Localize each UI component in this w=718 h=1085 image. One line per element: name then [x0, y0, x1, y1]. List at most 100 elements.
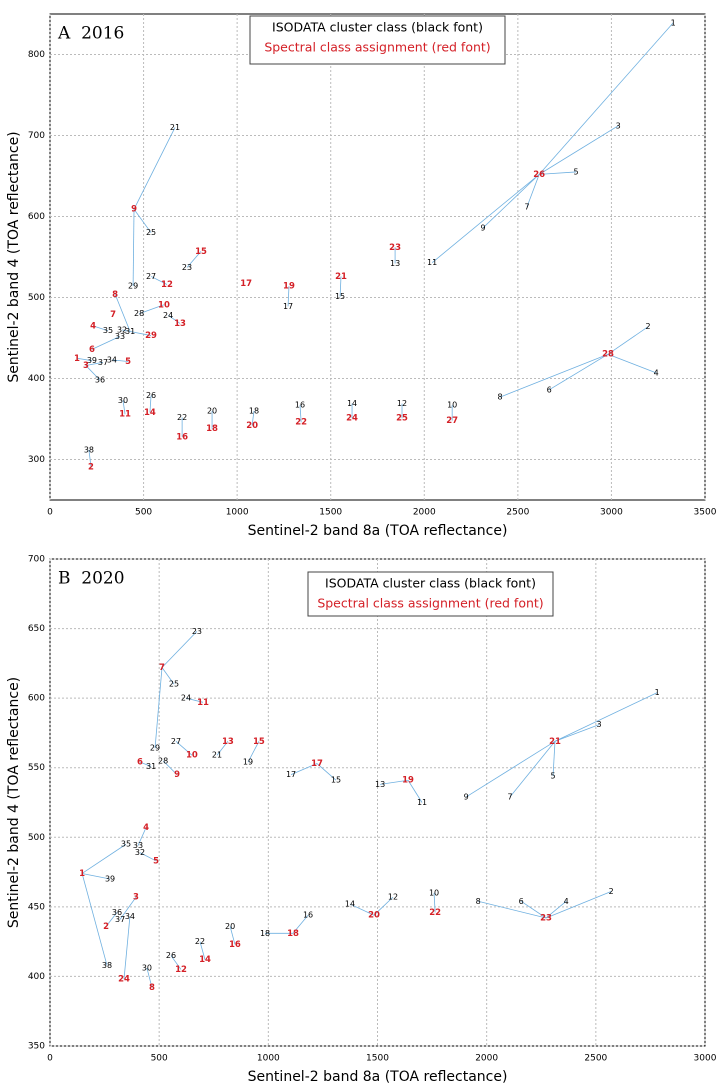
assignment-line [247, 741, 260, 763]
plot-area [49, 13, 706, 501]
x-tick-label: 500 [151, 1054, 168, 1064]
assignment-line [545, 891, 612, 919]
point-label: 10 [447, 401, 457, 410]
point-label: 28 [134, 309, 144, 318]
assignment-line [119, 896, 137, 920]
point-label: 14 [347, 399, 357, 408]
point-label: 1 [74, 354, 80, 364]
point-label: 8 [498, 393, 503, 402]
point-label: 16 [303, 911, 313, 920]
assignment-line [380, 779, 409, 785]
point-label: 16 [176, 432, 188, 442]
point-label: 25 [169, 680, 179, 689]
point-label: 18 [260, 929, 270, 938]
point-label: 39 [87, 356, 97, 365]
point-label: 23 [192, 627, 202, 636]
assignment-line [85, 361, 104, 366]
point-label: 17 [283, 302, 293, 311]
point-label: 24 [346, 414, 358, 424]
point-label: 30 [118, 396, 128, 405]
assignment-line [316, 763, 337, 781]
point-label: 18 [249, 406, 259, 415]
y-axis-label: Sentinel-2 band 4 (TOA reflectance) [6, 131, 22, 382]
point-label: 9 [174, 770, 180, 780]
x-axis-label: Sentinel-2 band 8a (TOA reflectance) [248, 1069, 508, 1085]
point-label: 20 [368, 911, 380, 921]
point-label: 31 [125, 327, 135, 336]
x-tick-label: 1500 [319, 508, 342, 518]
assignment-line [499, 353, 609, 398]
point-label: 29 [150, 744, 160, 753]
point-label: 23 [389, 243, 401, 253]
y-tick-label: 700 [28, 131, 45, 141]
assignment-line [554, 724, 600, 742]
point-label: 6 [547, 385, 552, 394]
point-label: 7 [524, 202, 529, 211]
point-label: 27 [171, 737, 181, 746]
point-label: 17 [286, 770, 296, 779]
point-label: 24 [181, 694, 191, 703]
assignment-line [538, 22, 674, 175]
y-tick-label: 550 [28, 763, 45, 773]
point-label: 23 [540, 913, 552, 923]
assignment-line [509, 741, 556, 798]
assignment-line [216, 741, 229, 756]
point-label: 8 [149, 983, 155, 993]
point-label: 23 [182, 263, 192, 272]
assignment-line [251, 410, 255, 426]
x-tick-label: 2500 [506, 508, 529, 518]
point-label: 17 [240, 279, 252, 289]
assignment-line [186, 251, 202, 268]
point-label: 20 [225, 922, 235, 931]
point-label: 21 [212, 751, 222, 760]
point-label: 15 [195, 247, 207, 257]
assignment-line [339, 276, 342, 297]
y-tick-label: 500 [28, 833, 45, 843]
point-label: 33 [115, 332, 125, 341]
x-tick-label: 3000 [600, 508, 623, 518]
point-label: 4 [654, 368, 659, 377]
assignment-line [138, 304, 165, 315]
assignment-line [607, 353, 657, 374]
assignment-line [123, 916, 131, 980]
assignment-line [526, 174, 540, 207]
point-label: 18 [206, 424, 218, 434]
x-tick-label: 2000 [413, 508, 436, 518]
point-label: 24 [118, 975, 130, 985]
assignment-line [146, 967, 153, 988]
assignment-line [290, 763, 318, 776]
point-label: 5 [153, 856, 159, 866]
point-label: 4 [143, 823, 149, 833]
assignment-line [82, 873, 111, 880]
assignment-line [554, 692, 658, 742]
legend-box [307, 571, 554, 617]
point-label: 21 [549, 737, 561, 747]
point-label: 26 [146, 391, 156, 400]
point-label: 3 [83, 361, 89, 371]
y-axis-label: Sentinel-2 band 4 (TOA reflectance) [6, 677, 22, 928]
point-label: 25 [396, 414, 408, 424]
point-label: 6 [519, 897, 524, 906]
assignment-line [482, 174, 540, 229]
point-label: 32 [117, 325, 127, 334]
assignment-line [520, 900, 547, 919]
x-tick-label: 1000 [257, 1054, 280, 1064]
x-axis-label: Sentinel-2 band 8a (TOA reflectance) [248, 523, 508, 539]
point-label: 25 [146, 228, 156, 237]
assignment-line [167, 314, 181, 324]
point-label: 15 [253, 737, 265, 747]
assignment-line [478, 900, 547, 919]
point-label: 20 [246, 421, 258, 431]
y-tick-label: 600 [28, 212, 45, 222]
point-label: 33 [133, 841, 143, 850]
point-label: 39 [105, 875, 115, 884]
assignment-line [465, 740, 556, 798]
point-label: 15 [335, 292, 345, 301]
point-label: 1 [79, 869, 85, 879]
point-label: 29 [145, 331, 157, 341]
point-label: 15 [331, 776, 341, 785]
point-label: 29 [128, 282, 138, 291]
point-label: 21 [335, 272, 347, 282]
point-label: 38 [102, 961, 112, 970]
